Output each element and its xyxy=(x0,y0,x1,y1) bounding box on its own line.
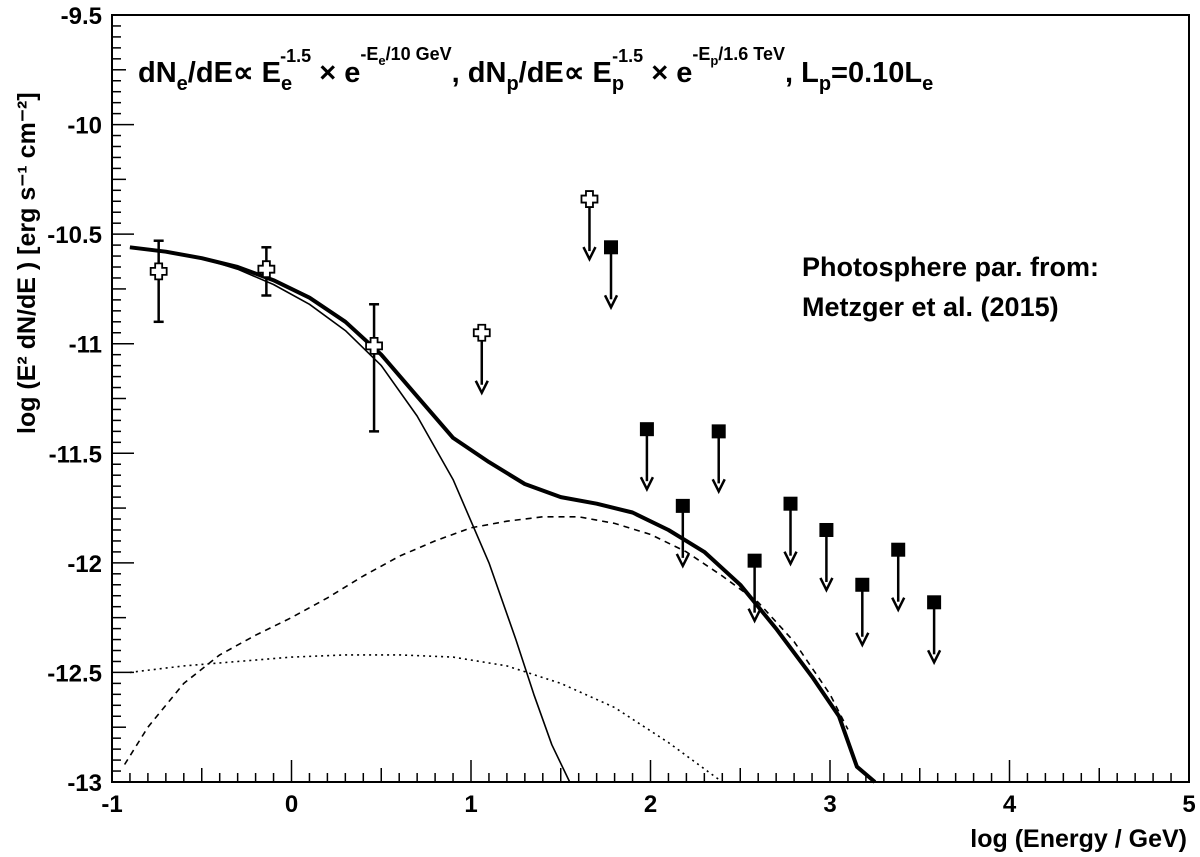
formula-part2-sub: e xyxy=(281,73,292,95)
filled-square-upper-limit xyxy=(927,595,942,610)
x-tick-label: 4 xyxy=(1003,791,1017,818)
square-upper-limit-arrow-head xyxy=(675,553,690,569)
square-upper-limit-arrow-head xyxy=(639,476,655,492)
formula-part6: × e xyxy=(643,57,692,89)
square-upper-limit-arrow-head xyxy=(926,649,942,666)
open-cross-upper-limit-arrow-head xyxy=(582,246,597,262)
filled-square-upper-limit xyxy=(747,553,762,568)
x-tick-label: 2 xyxy=(644,791,657,818)
square-upper-limit-arrow-head xyxy=(891,597,906,613)
annotation-line2: Metzger et al. (2015) xyxy=(802,292,1059,322)
plot-frame xyxy=(111,14,1190,783)
formula-part7-sub: p xyxy=(819,73,831,95)
square-upper-limit-arrow-head xyxy=(783,551,798,567)
formula-part5: /dE∝ E xyxy=(519,57,612,89)
x-tick-label: 5 xyxy=(1182,791,1195,818)
x-tick-label: 1 xyxy=(464,791,477,818)
square-upper-limit-arrow-head xyxy=(855,632,870,648)
x-axis-label: log (Energy / GeV) xyxy=(970,825,1187,853)
tick-label-layer: -1 0 1 2 3 4 5-9.5-10-10.5-11-11.5-12-12.5-13 xyxy=(47,3,1195,818)
total-model-curve xyxy=(129,245,877,784)
filled-square-upper-limit xyxy=(891,542,906,557)
formula-part4-sub: p xyxy=(506,73,518,95)
y-tick-label: -11.5 xyxy=(49,441,102,468)
formula-part6-sup-tail: /1.6 TeV xyxy=(718,44,785,64)
square-upper-limit-arrow-head xyxy=(603,294,619,311)
y-tick-label: -11 xyxy=(69,332,102,359)
formula-part5-sup: -1.5 xyxy=(612,46,643,66)
formula-part3-sup-tail: /10 GeV xyxy=(386,44,452,64)
y-tick-label: -13 xyxy=(67,770,102,797)
spectrum-formula: dNe/dE∝ Ee-1.5 × e-Ee/10 GeV, dNp/dE∝ Ep… xyxy=(138,44,933,95)
square-upper-limit-arrow-head xyxy=(711,478,726,495)
open-cross-point xyxy=(149,262,168,281)
filled-square-upper-limit xyxy=(639,422,654,437)
filled-square-upper-limit xyxy=(604,240,619,255)
formula-part1: dN xyxy=(138,57,177,89)
series-layer xyxy=(123,245,877,784)
y-axis-label: log (E² dN/dE ) [erg s⁻¹ cm⁻²] xyxy=(13,92,41,434)
y-tick-label: -9.5 xyxy=(61,3,102,30)
y-tick-label: -12 xyxy=(67,551,102,578)
hadronic-model-curve xyxy=(123,516,849,765)
open-cross-point xyxy=(257,260,276,279)
y-tick-label: -10 xyxy=(67,113,102,140)
annotation-line1: Photosphere par. from: xyxy=(802,252,1099,282)
formula-part2-sup: -1.5 xyxy=(280,46,311,66)
open-cross-upper-limit-arrow-head xyxy=(474,380,489,396)
y-tick-label: -10.5 xyxy=(47,222,102,249)
formula-part8: =0.10L xyxy=(831,57,922,89)
x-tick-label: 0 xyxy=(285,791,298,818)
tick-layer xyxy=(111,14,1190,783)
filled-square-upper-limit xyxy=(675,498,690,513)
formula-part8-sub: e xyxy=(922,73,933,95)
open-cross-upper-limit xyxy=(580,190,599,208)
x-tick-label: 3 xyxy=(823,791,836,818)
open-cross-upper-limit xyxy=(472,323,491,342)
filled-square-upper-limit xyxy=(855,577,870,592)
formula-part4: , dN xyxy=(452,57,507,89)
formula-part3-sup: -E xyxy=(360,44,378,64)
filled-square-upper-limit xyxy=(783,496,798,511)
formula-part1-sub: e xyxy=(177,73,188,95)
formula-part6-sup-sub: p xyxy=(710,53,718,68)
formula-part3-sup-sub: e xyxy=(378,53,385,68)
secondary-model-curve xyxy=(129,654,723,783)
formula-part3: × e xyxy=(311,57,360,89)
leptonic-model-curve xyxy=(129,246,571,783)
formula-part6-sup: -E xyxy=(692,44,710,64)
y-tick-label: -12.5 xyxy=(47,660,102,687)
formula-part5-sub: p xyxy=(612,73,624,95)
open-cross-point xyxy=(365,337,383,355)
square-upper-limit-arrow-head xyxy=(819,577,834,593)
filled-square-upper-limit xyxy=(819,522,834,537)
filled-square-upper-limit xyxy=(711,424,726,439)
square-upper-limit-arrow-head xyxy=(747,608,762,624)
x-tick-label: -1 xyxy=(101,791,122,818)
formula-part2: /dE∝ E xyxy=(188,57,281,89)
formula-part7: , L xyxy=(785,57,819,89)
marker-layer xyxy=(149,190,942,666)
